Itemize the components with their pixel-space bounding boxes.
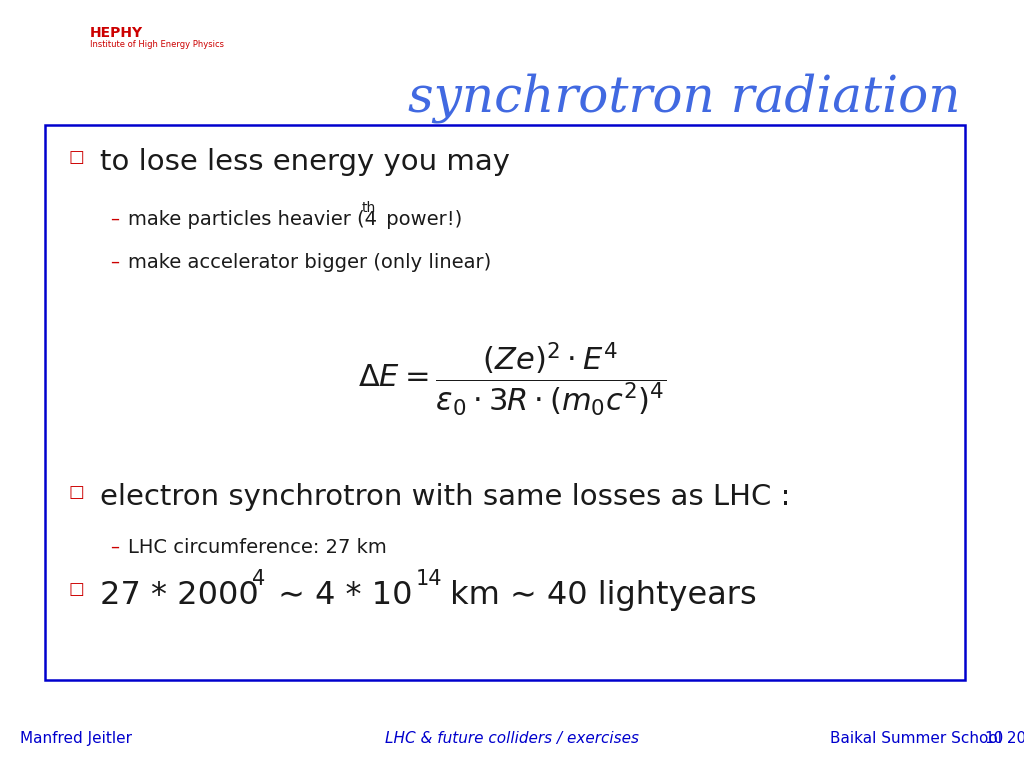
Text: LHC & future colliders / exercises: LHC & future colliders / exercises — [385, 731, 639, 746]
Text: $\Delta E = \dfrac{(Ze)^2 \cdot E^4}{\epsilon_0 \cdot 3R \cdot (m_0 c^2)^4}$: $\Delta E = \dfrac{(Ze)^2 \cdot E^4}{\ep… — [357, 341, 667, 419]
Text: HEPHY: HEPHY — [90, 26, 143, 40]
Text: electron synchrotron with same losses as LHC :: electron synchrotron with same losses as… — [100, 483, 791, 511]
Text: 14: 14 — [416, 569, 442, 589]
Text: 4: 4 — [252, 569, 265, 589]
Text: Baikal Summer School 2021: Baikal Summer School 2021 — [830, 731, 1024, 746]
Text: make particles heavier (4: make particles heavier (4 — [128, 210, 377, 229]
Text: synchrotron radiation: synchrotron radiation — [408, 73, 961, 123]
Text: to lose less energy you may: to lose less energy you may — [100, 148, 510, 176]
Text: □: □ — [68, 483, 84, 501]
Text: Manfred Jeitler: Manfred Jeitler — [20, 731, 132, 746]
Text: km ∼ 40 lightyears: km ∼ 40 lightyears — [440, 580, 757, 611]
Text: CERN: CERN — [20, 43, 53, 53]
Text: Institute of High Energy Physics: Institute of High Energy Physics — [90, 40, 224, 49]
Text: power!): power!) — [380, 210, 462, 229]
Text: 27 * 2000: 27 * 2000 — [100, 580, 259, 611]
Text: –: – — [110, 538, 119, 556]
Text: –: – — [110, 253, 119, 271]
Text: □: □ — [68, 148, 84, 166]
Text: –: – — [110, 210, 119, 228]
Text: 10: 10 — [985, 731, 1004, 746]
Text: make accelerator bigger (only linear): make accelerator bigger (only linear) — [128, 253, 492, 272]
Text: LHC circumference: 27 km: LHC circumference: 27 km — [128, 538, 387, 557]
FancyBboxPatch shape — [45, 125, 965, 680]
Text: ∼ 4 * 10: ∼ 4 * 10 — [268, 580, 413, 611]
Text: □: □ — [68, 580, 84, 598]
Text: th: th — [362, 201, 376, 215]
